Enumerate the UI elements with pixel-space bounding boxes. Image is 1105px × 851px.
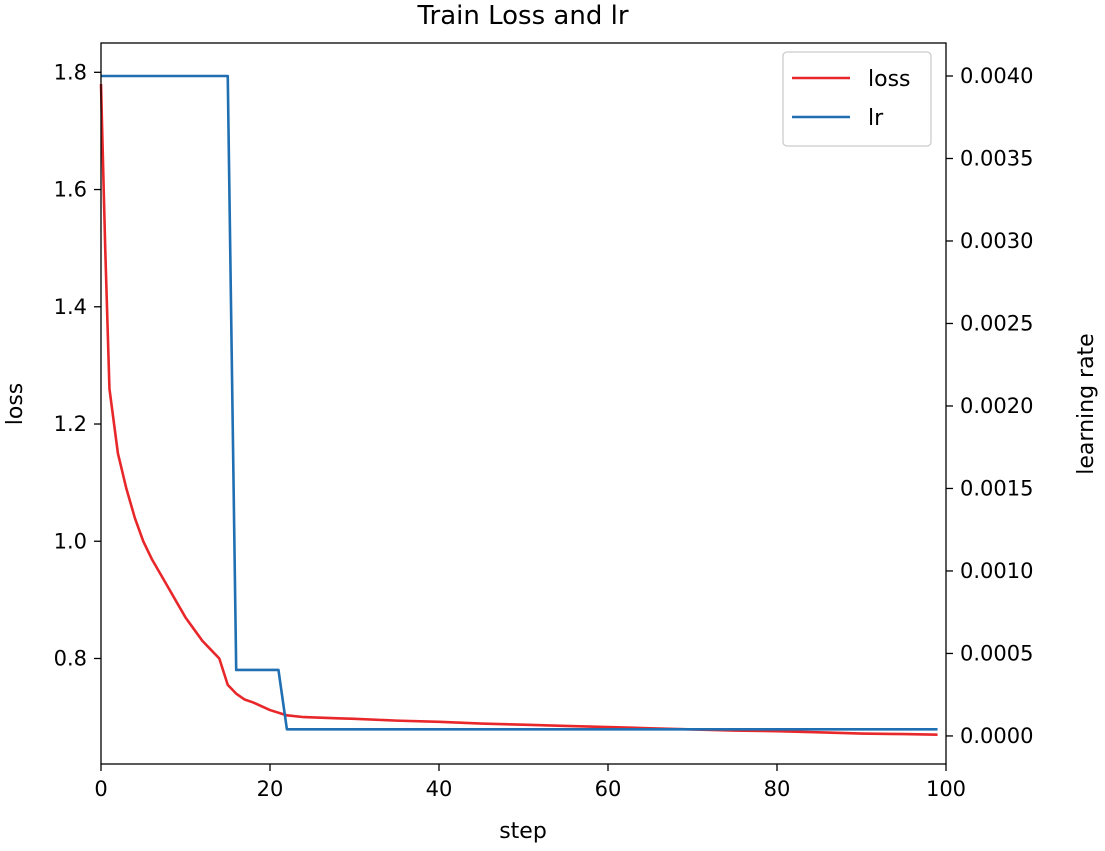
y-left-tick-label: 0.8 [54,646,87,670]
x-axis-ticks: 0 20 40 60 80 100 [94,764,966,801]
plot-area [99,42,947,765]
y-left-axis-ticks: 0.8 1.0 1.2 1.4 1.6 1.8 [54,60,101,670]
y-right-tick-label: 0.0040 [960,64,1033,88]
series-line-lr [101,74,938,731]
legend: loss lr [782,51,932,147]
y-left-tick-label: 1.8 [54,60,87,84]
y-left-tick-label: 1.0 [54,529,87,553]
x-tick-label: 0 [94,777,107,801]
x-axis-label: step [499,819,547,844]
y-left-tick-label: 1.6 [54,178,87,202]
y-left-tick-label: 1.2 [54,412,87,436]
y-left-axis-label: loss [3,383,28,426]
y-right-tick-label: 0.0005 [960,641,1033,665]
chart-title: Train Loss and lr [416,1,628,31]
y-right-tick-label: 0.0025 [960,311,1033,335]
x-tick-label: 100 [926,777,966,801]
legend-box [782,51,932,147]
legend-label-loss: loss [868,67,911,92]
y-right-tick-label: 0.0035 [960,146,1033,170]
x-tick-label: 40 [426,777,453,801]
y-right-tick-label: 0.0015 [960,476,1033,500]
y-right-tick-label: 0.0020 [960,394,1033,418]
series-line-loss [99,83,938,736]
x-tick-label: 20 [257,777,284,801]
series-layer [99,74,938,736]
x-tick-label: 80 [764,777,791,801]
y-right-tick-label: 0.0000 [960,724,1033,748]
y-right-tick-label: 0.0030 [960,229,1033,253]
x-tick-label: 60 [595,777,622,801]
y-right-axis-ticks: 0.0000 0.0005 0.0010 0.0015 0.0020 0.0025 0.00… [946,64,1033,748]
y-left-tick-label: 1.4 [54,295,87,319]
y-right-tick-label: 0.0010 [960,559,1033,583]
plot-frame [100,42,947,765]
y-right-axis-label: learning rate [1074,333,1099,474]
legend-label-lr: lr [868,106,884,131]
